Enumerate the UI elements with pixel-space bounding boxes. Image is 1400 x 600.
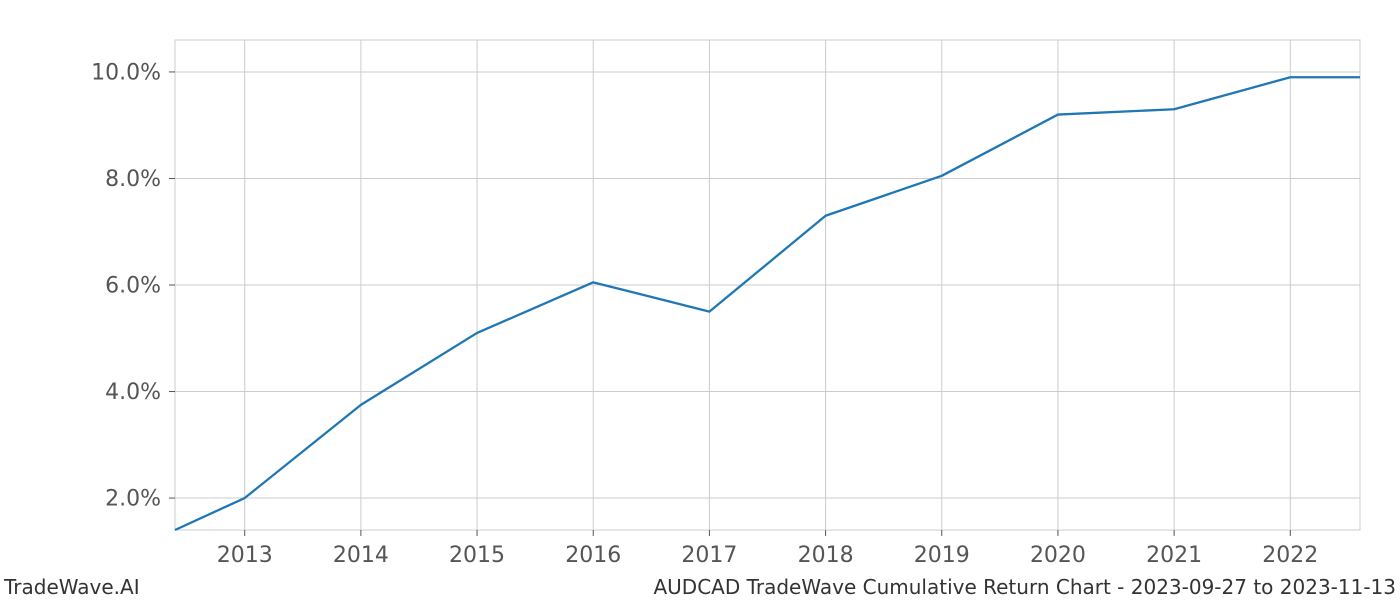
x-tick-label: 2018 [798, 543, 854, 568]
x-tick-label: 2020 [1030, 543, 1086, 568]
footer-left: TradeWave.AI [3, 575, 140, 599]
x-tick-label: 2021 [1146, 543, 1202, 568]
line-chart: 2013 2014 2015 2016 2017 2018 2019 2020 2021 2022… [0, 0, 1400, 600]
footer-right: AUDCAD TradeWave Cumulative Return Chart… [653, 575, 1396, 599]
x-tick-label: 2022 [1262, 543, 1318, 568]
chart-background [0, 0, 1400, 600]
x-tick-label: 2013 [217, 543, 273, 568]
x-tick-label: 2017 [681, 543, 737, 568]
chart-container: 2013 2014 2015 2016 2017 2018 2019 2020 2021 2022… [0, 0, 1400, 600]
y-tick-label: 8.0% [105, 167, 161, 192]
y-tick-label: 6.0% [105, 274, 161, 299]
y-tick-label: 10.0% [91, 61, 161, 86]
x-tick-label: 2014 [333, 543, 389, 568]
x-tick-label: 2015 [449, 543, 505, 568]
x-tick-label: 2019 [914, 543, 970, 568]
y-tick-label: 2.0% [105, 487, 161, 512]
x-tick-label: 2016 [565, 543, 621, 568]
y-tick-label: 4.0% [105, 380, 161, 405]
